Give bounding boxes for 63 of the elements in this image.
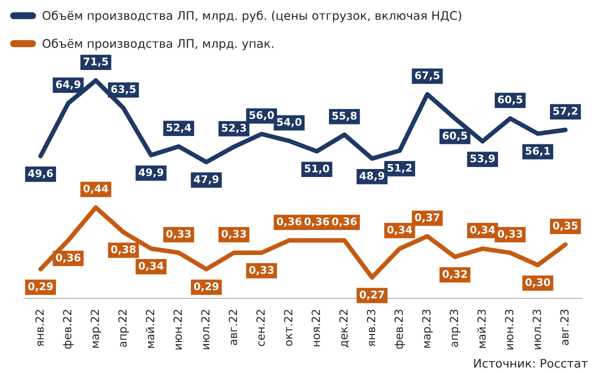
- data-label: 0,38: [111, 245, 136, 255]
- x-tick-label: янв.23: [366, 310, 376, 346]
- x-tick-label: июл.22: [201, 310, 210, 350]
- legend-label: Объём производства ЛП, млрд. руб. (цены отгрузок, включая НДС): [42, 10, 462, 22]
- data-label: 0,29: [194, 282, 218, 292]
- x-tick-label: сен.22: [256, 310, 265, 346]
- x-tick-label: июн.22: [174, 310, 182, 350]
- x-tick-label: май.22: [146, 310, 154, 348]
- x-tick-label: ноя.22: [312, 310, 320, 346]
- data-label: 53,9: [470, 154, 495, 164]
- data-label: 0,36: [276, 217, 302, 227]
- data-label: 67,5: [415, 71, 440, 81]
- data-label: 52,4: [166, 124, 192, 133]
- data-label: 0,29: [28, 282, 53, 292]
- x-tick-label: июл.23: [532, 310, 542, 350]
- data-label: 0,34: [470, 226, 495, 235]
- data-label: 0,35: [553, 222, 578, 231]
- data-label: 63,5: [111, 85, 136, 94]
- data-label: 0,32: [442, 270, 467, 280]
- data-label: 71,5: [84, 58, 108, 67]
- data-label: 64,9: [56, 80, 80, 90]
- x-tick-label: май.23: [477, 310, 486, 348]
- data-label: 0,30: [525, 278, 550, 288]
- text: Источник: Росстат: [474, 358, 588, 368]
- data-label: 0,36: [56, 254, 80, 263]
- x-tick-label: мар.23: [422, 310, 433, 348]
- data-label: 55,8: [332, 112, 357, 122]
- x-tick-label: авг.23: [560, 310, 569, 346]
- data-label: 0,36: [332, 217, 357, 227]
- data-label: 0,34: [138, 262, 164, 272]
- x-tick-label: окт.22: [284, 310, 292, 346]
- data-label: 0,33: [249, 266, 274, 276]
- data-label: 48,9: [360, 172, 384, 181]
- data-label: 47,9: [194, 175, 218, 184]
- data-label: 0,37: [414, 213, 440, 223]
- data-label: 51,0: [304, 164, 330, 174]
- x-tick-label: авг.22: [228, 310, 238, 346]
- legend-label: Объём производства ЛП, млрд. упак.: [42, 38, 274, 50]
- x-tick-label: апр.22: [118, 310, 129, 347]
- data-label: 56,1: [526, 146, 550, 156]
- x-tick-label: янв.22: [35, 310, 44, 346]
- x-tick-label: дек.22: [339, 310, 350, 348]
- x-tick-label: фев.23: [394, 310, 406, 349]
- data-label: 0,33: [498, 230, 522, 240]
- data-label: 60,5: [498, 96, 522, 105]
- x-tick-label: апр.23: [450, 310, 460, 347]
- data-label: 0,34: [387, 226, 412, 235]
- data-label: 49,9: [138, 168, 164, 178]
- data-label: 51,2: [388, 164, 412, 174]
- data-label: 0,27: [360, 290, 384, 300]
- data-label: 0,33: [222, 230, 246, 240]
- data-label: 56,0: [250, 111, 274, 120]
- x-tick-label: фев.22: [63, 310, 74, 349]
- data-label: 60,5: [442, 132, 468, 141]
- x-tick-label: мар.22: [90, 310, 102, 348]
- data-label: 0,44: [83, 184, 108, 194]
- data-label: 57,2: [553, 106, 578, 116]
- x-tick-label: июн.23: [505, 310, 514, 350]
- data-label: 0,36: [304, 217, 330, 227]
- data-label: 49,6: [28, 169, 53, 179]
- data-label: 52,3: [222, 124, 246, 134]
- data-label: 0,33: [166, 230, 191, 240]
- data-label: 54,0: [277, 118, 302, 128]
